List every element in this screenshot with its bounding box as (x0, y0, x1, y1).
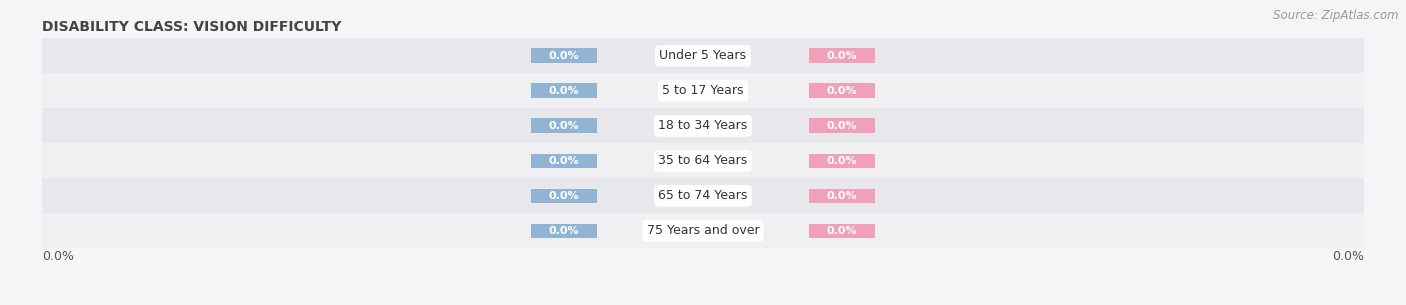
Text: 18 to 34 Years: 18 to 34 Years (658, 119, 748, 132)
Text: Source: ZipAtlas.com: Source: ZipAtlas.com (1274, 9, 1399, 22)
Bar (808, 84, 875, 98)
Text: DISABILITY CLASS: VISION DIFFICULTY: DISABILITY CLASS: VISION DIFFICULTY (42, 20, 342, 34)
Text: 75 Years and over: 75 Years and over (647, 224, 759, 237)
Bar (531, 84, 598, 98)
Text: 0.0%: 0.0% (827, 226, 858, 236)
Text: 0.0%: 0.0% (42, 250, 75, 264)
Text: 0.0%: 0.0% (548, 86, 579, 96)
Bar (531, 224, 598, 238)
Text: 0.0%: 0.0% (827, 86, 858, 96)
Text: 65 to 74 Years: 65 to 74 Years (658, 189, 748, 202)
Text: 0.0%: 0.0% (548, 51, 579, 61)
Text: 0.0%: 0.0% (827, 51, 858, 61)
Bar (808, 224, 875, 238)
Bar (531, 119, 598, 133)
Text: 0.0%: 0.0% (1331, 250, 1364, 264)
Bar (42, 108, 1364, 143)
Bar (42, 73, 1364, 108)
Text: 0.0%: 0.0% (827, 156, 858, 166)
Bar (42, 143, 1364, 178)
Text: 5 to 17 Years: 5 to 17 Years (662, 84, 744, 97)
Bar (42, 214, 1364, 248)
Text: 0.0%: 0.0% (548, 156, 579, 166)
Bar (531, 188, 598, 203)
Bar (808, 119, 875, 133)
Text: 0.0%: 0.0% (548, 226, 579, 236)
Text: Under 5 Years: Under 5 Years (659, 49, 747, 62)
Text: 0.0%: 0.0% (548, 191, 579, 201)
Bar (531, 48, 598, 63)
Text: 35 to 64 Years: 35 to 64 Years (658, 154, 748, 167)
Bar (808, 153, 875, 168)
Text: 0.0%: 0.0% (548, 121, 579, 131)
Bar (42, 38, 1364, 73)
Text: 0.0%: 0.0% (827, 191, 858, 201)
Bar (808, 48, 875, 63)
Text: 0.0%: 0.0% (827, 121, 858, 131)
Bar (531, 153, 598, 168)
Bar (42, 178, 1364, 213)
Bar (808, 188, 875, 203)
